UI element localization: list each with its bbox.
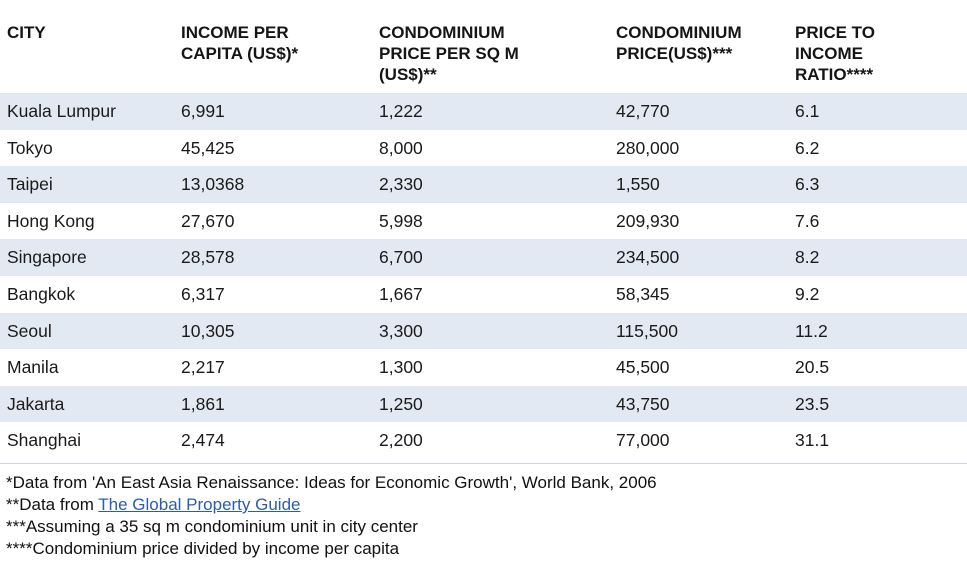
footnote-prefix: **Data from xyxy=(6,495,99,514)
footnote-ratio-definition: ****Condominium price divided by income … xyxy=(6,539,400,558)
cell-ratio: 6.1 xyxy=(795,101,820,121)
cell-ratio: 31.1 xyxy=(795,430,830,451)
cell-city: Jakarta xyxy=(7,393,65,414)
table-row: Seoul 10,305 3,300 115,500 11.2 xyxy=(0,312,967,350)
header-condo-price: CONDOMINIUM PRICE(US$)*** xyxy=(616,23,742,63)
cell-price-sqm: 2,330 xyxy=(379,174,423,195)
table-row: Manila 2,217 1,300 45,500 20.5 xyxy=(0,349,967,386)
table-row: Taipei 13,0368 2,330 1,550 6.3 xyxy=(0,166,967,203)
table-row: Tokyo 45,425 8,000 280,000 6.2 xyxy=(0,129,967,167)
cell-city: Seoul xyxy=(7,320,52,341)
cell-city: Manila xyxy=(7,357,59,378)
cell-income: 1,861 xyxy=(181,393,225,414)
header-price-income-ratio: PRICE TO INCOME RATIO**** xyxy=(795,23,875,84)
table-row: Jakarta 1,861 1,250 43,750 23.5 xyxy=(0,385,967,423)
data-table: CITY INCOME PER CAPITA (US$)* CONDOMINIU… xyxy=(0,0,967,459)
cell-condo-price: 45,500 xyxy=(616,357,670,378)
cell-city: Tokyo xyxy=(7,137,53,158)
footnote-world-bank: *Data from 'An East Asia Renaissance: Id… xyxy=(6,473,657,492)
table-row: Hong Kong 27,670 5,998 209,930 7.6 xyxy=(0,202,967,240)
footnote-unit-size: ***Assuming a 35 sq m condominium unit i… xyxy=(6,517,418,536)
cell-income: 13,0368 xyxy=(181,174,245,195)
cell-condo-price: 42,770 xyxy=(616,101,670,121)
cell-price-sqm: 1,300 xyxy=(379,357,423,378)
cell-price-sqm: 1,250 xyxy=(379,393,423,414)
cell-price-sqm: 1,667 xyxy=(379,283,423,304)
global-property-guide-link[interactable]: The Global Property Guide xyxy=(98,495,301,514)
cell-city: Kuala Lumpur xyxy=(7,101,116,121)
cell-city: Hong Kong xyxy=(7,210,95,231)
cell-city: Singapore xyxy=(7,247,87,268)
cell-condo-price: 115,500 xyxy=(616,320,678,341)
cell-ratio: 23.5 xyxy=(795,393,830,414)
cell-price-sqm: 6,700 xyxy=(379,247,423,268)
footnote-property-guide: **Data from The Global Property Guide xyxy=(6,494,657,516)
cell-price-sqm: 1,222 xyxy=(379,101,423,121)
header-city: CITY xyxy=(7,23,46,42)
cell-income: 6,991 xyxy=(181,101,225,121)
cell-condo-price: 280,000 xyxy=(616,137,680,158)
cell-price-sqm: 8,000 xyxy=(379,137,423,158)
table-header: CITY INCOME PER CAPITA (US$)* CONDOMINIU… xyxy=(0,0,967,93)
cell-city: Shanghai xyxy=(7,430,81,451)
cell-condo-price: 234,500 xyxy=(616,247,680,268)
cell-income: 2,474 xyxy=(181,430,225,451)
table-row: Bangkok 6,317 1,667 58,345 9.2 xyxy=(0,275,967,313)
table-row: Shanghai 2,474 2,200 77,000 31.1 xyxy=(0,422,967,459)
cell-ratio: 11.2 xyxy=(795,320,828,341)
cell-income: 27,670 xyxy=(181,210,235,231)
cell-condo-price: 1,550 xyxy=(616,174,660,195)
cell-income: 10,305 xyxy=(181,320,235,341)
cell-ratio: 8.2 xyxy=(795,247,820,268)
cell-price-sqm: 3,300 xyxy=(379,320,423,341)
cell-price-sqm: 2,200 xyxy=(379,430,423,451)
cell-income: 45,425 xyxy=(181,137,235,158)
table-row: Singapore 28,578 6,700 234,500 8.2 xyxy=(0,239,967,276)
table-row: Kuala Lumpur 6,991 1,222 42,770 6.1 xyxy=(0,93,967,130)
cell-ratio: 9.2 xyxy=(795,283,820,304)
footnote-divider xyxy=(0,463,967,464)
cell-condo-price: 58,345 xyxy=(616,283,670,304)
cell-city: Taipei xyxy=(7,174,53,195)
cell-city: Bangkok xyxy=(7,283,76,304)
cell-ratio: 7.6 xyxy=(795,210,820,231)
cell-ratio: 6.3 xyxy=(795,174,820,195)
cell-condo-price: 43,750 xyxy=(616,393,670,414)
cell-ratio: 20.5 xyxy=(795,357,830,378)
cell-condo-price: 209,930 xyxy=(616,210,680,231)
footnotes: *Data from 'An East Asia Renaissance: Id… xyxy=(6,472,657,560)
cell-income: 28,578 xyxy=(181,247,235,268)
cell-income: 6,317 xyxy=(181,283,225,304)
cell-income: 2,217 xyxy=(181,357,225,378)
cell-ratio: 6.2 xyxy=(795,137,820,158)
header-income-per-capita: INCOME PER CAPITA (US$)* xyxy=(181,23,299,63)
cell-condo-price: 77,000 xyxy=(616,430,670,451)
cell-price-sqm: 5,998 xyxy=(379,210,423,231)
header-price-per-sqm: CONDOMINIUM PRICE PER SQ M (US$)** xyxy=(379,23,519,84)
